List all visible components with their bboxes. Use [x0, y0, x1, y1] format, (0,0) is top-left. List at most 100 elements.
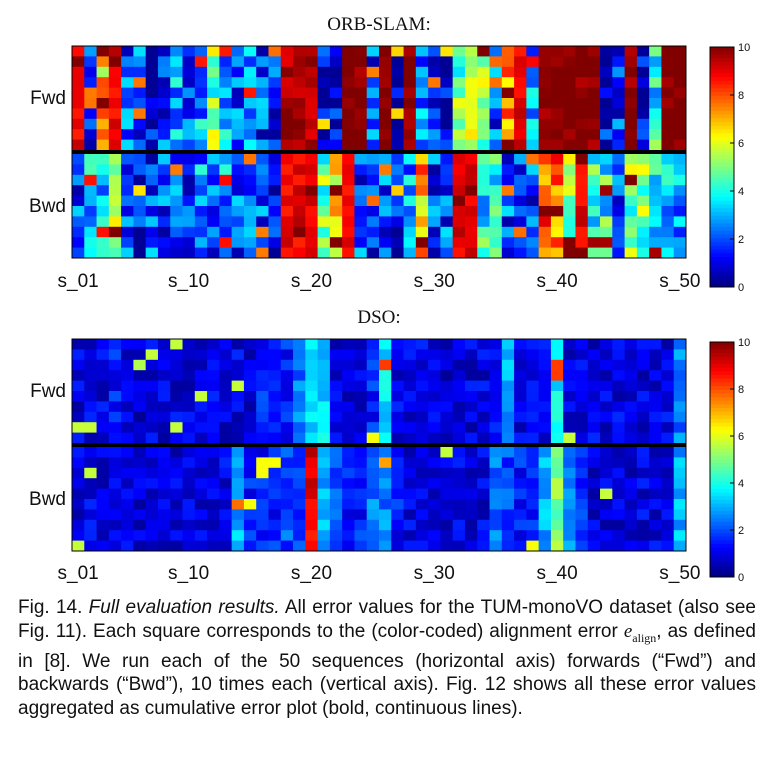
heatmap-cell — [464, 359, 478, 371]
heatmap-cell — [563, 467, 576, 479]
heatmap-cell — [84, 247, 97, 259]
heatmap-cell — [268, 206, 282, 217]
heatmap-cell — [489, 339, 503, 350]
heatmap-cell — [612, 206, 625, 217]
heatmap-cell — [550, 164, 564, 176]
colorbar-segment — [710, 118, 734, 123]
heatmap-cell — [366, 339, 380, 350]
heatmap-cell — [317, 87, 331, 99]
heatmap-cell — [649, 66, 662, 78]
heatmap-cell — [72, 154, 85, 165]
heatmap-cell — [501, 129, 515, 140]
heatmap-cell — [157, 370, 171, 381]
heatmap-cell — [575, 108, 589, 120]
heatmap-cell — [219, 195, 233, 207]
heatmap-cell — [379, 174, 392, 186]
heatmap-cell — [415, 56, 429, 68]
heatmap-cell — [661, 488, 675, 500]
colorbar-segment — [710, 554, 734, 560]
heatmap-cell — [268, 237, 282, 248]
heatmap-cell — [293, 87, 306, 99]
heatmap-cell — [268, 195, 282, 207]
heatmap-cell — [428, 519, 441, 531]
heatmap-cell — [440, 370, 454, 381]
heatmap-cell — [145, 467, 159, 479]
heatmap-cell — [477, 499, 490, 510]
heatmap-cell — [636, 77, 650, 88]
heatmap-cell — [415, 129, 429, 140]
heatmap-cell — [329, 478, 343, 489]
heatmap-cell — [477, 349, 490, 361]
heatmap-cell — [489, 411, 503, 423]
heatmap-cell — [538, 174, 552, 186]
heatmap-cell — [440, 98, 454, 109]
heatmap-cell — [243, 339, 257, 350]
heatmap-cell — [624, 226, 638, 238]
heatmap-cell — [170, 226, 183, 238]
heatmap-cell — [575, 380, 589, 392]
heatmap-cell — [464, 339, 478, 350]
heatmap-cell — [464, 185, 478, 196]
heatmap-cell — [624, 401, 638, 413]
heatmap-cell — [182, 467, 196, 479]
heatmap-cell — [342, 174, 355, 186]
heatmap-cell — [108, 66, 122, 78]
heatmap-cell — [464, 519, 478, 531]
heatmap-cell — [342, 339, 355, 350]
heatmap-cell — [538, 467, 552, 479]
heatmap-cell — [268, 411, 282, 423]
heatmap-cell — [219, 467, 233, 479]
colorbar-segment — [710, 62, 734, 67]
heatmap-cell — [354, 380, 368, 392]
heatmap-cell — [121, 391, 134, 402]
heatmap-cell — [501, 457, 515, 469]
heatmap-cell — [207, 478, 220, 489]
heatmap-cell — [145, 540, 159, 552]
heatmap-cell — [575, 530, 589, 541]
heatmap-cell — [477, 87, 490, 99]
heatmap-cell — [526, 519, 540, 531]
heatmap-cell — [182, 519, 196, 531]
heatmap-cell — [366, 540, 380, 552]
heatmap-cell — [329, 98, 343, 109]
heatmap-cell — [366, 247, 380, 259]
heatmap-cell — [293, 540, 306, 552]
heatmap-cell — [550, 226, 564, 238]
heatmap-cell — [72, 422, 85, 433]
heatmap-cell — [231, 56, 245, 68]
heatmap-cell — [243, 195, 257, 207]
colorbar-segment — [710, 200, 734, 205]
heatmap-cell — [661, 391, 675, 402]
colorbar-segment — [710, 496, 734, 501]
x-tick-label: s_20 — [291, 563, 332, 584]
heatmap-cell — [550, 467, 564, 479]
colorbar-segment — [710, 88, 734, 93]
heatmap-cell — [72, 401, 85, 413]
heatmap-cell — [514, 339, 527, 350]
heatmap-cell — [391, 339, 404, 350]
heatmap-cell — [72, 467, 85, 479]
heatmap-cell — [243, 391, 257, 402]
heatmap-cell — [563, 519, 576, 531]
heatmap-cell — [145, 216, 159, 228]
heatmap-cell — [293, 457, 306, 469]
heatmap-cell — [145, 401, 159, 413]
heatmap-cell — [133, 56, 147, 68]
heatmap-cell — [538, 380, 552, 392]
heatmap-cell — [526, 237, 540, 248]
heatmap-cell — [673, 226, 687, 238]
colorbar-segment — [710, 129, 734, 134]
heatmap-cell — [231, 185, 245, 196]
heatmap-cell — [501, 488, 515, 500]
heatmap-cell — [72, 359, 85, 371]
heatmap-cell — [673, 46, 687, 57]
heatmap-cell — [231, 380, 245, 392]
heatmap-cell — [329, 457, 343, 469]
heatmap-cell — [108, 46, 122, 57]
heatmap-cell — [636, 237, 650, 248]
heatmap-cell — [366, 488, 380, 500]
heatmap-cell — [391, 540, 404, 552]
heatmap-cell — [452, 185, 466, 196]
heatmap-cell — [108, 509, 122, 521]
row-label: Bwd — [29, 489, 66, 510]
